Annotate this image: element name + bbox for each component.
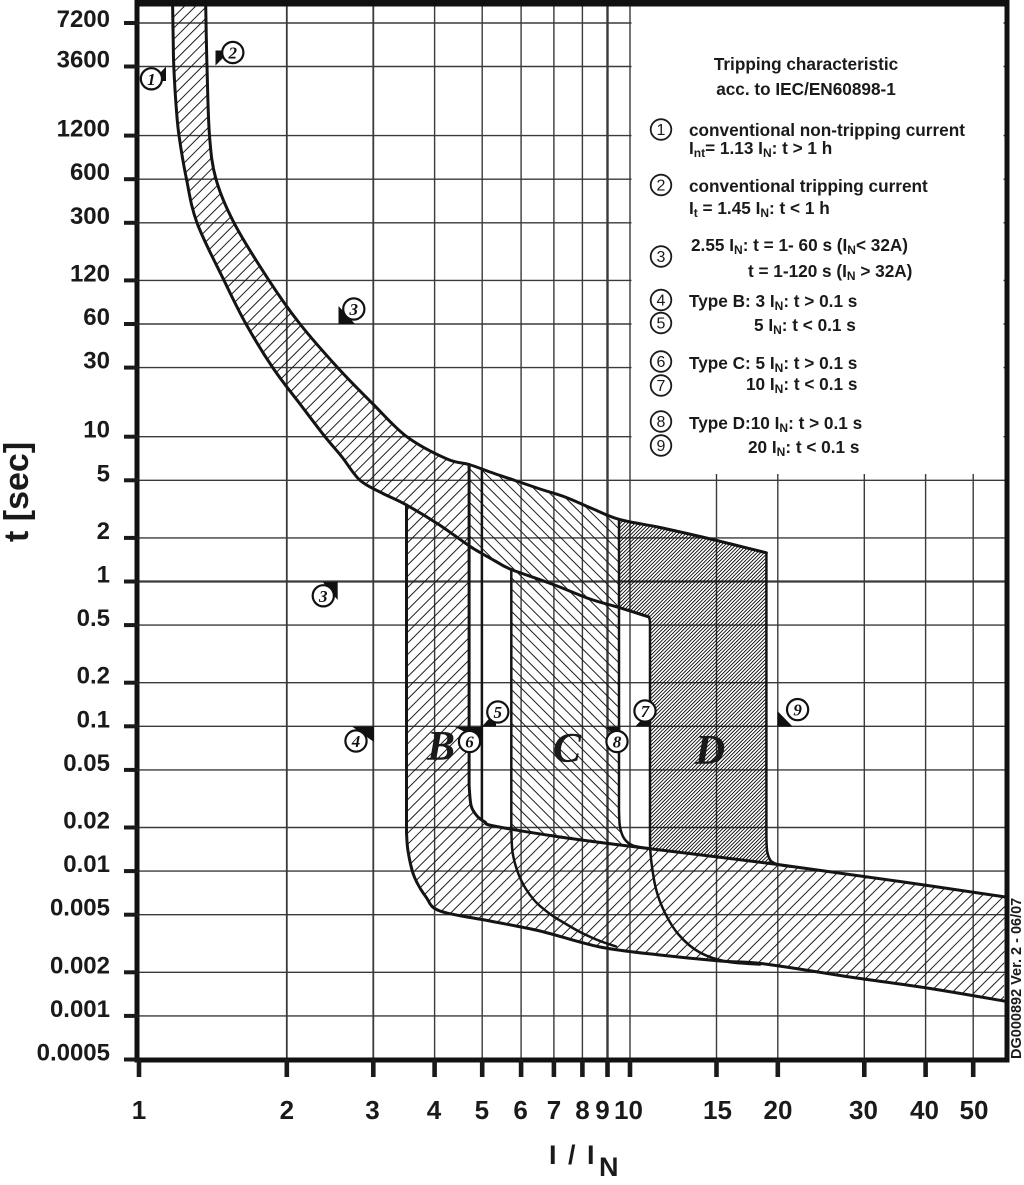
svg-text:0.0005: 0.0005 bbox=[37, 1040, 110, 1067]
svg-text:5: 5 bbox=[97, 460, 110, 487]
svg-text:0.02: 0.02 bbox=[63, 808, 110, 835]
svg-text:8: 8 bbox=[575, 1095, 589, 1125]
svg-text:7: 7 bbox=[547, 1095, 561, 1125]
svg-text:30: 30 bbox=[83, 348, 110, 375]
svg-text:6: 6 bbox=[465, 733, 474, 752]
svg-text:5: 5 bbox=[475, 1095, 489, 1125]
svg-text:6: 6 bbox=[657, 354, 666, 371]
svg-text:4: 4 bbox=[657, 293, 666, 310]
svg-text:9: 9 bbox=[793, 701, 802, 720]
svg-text:0.002: 0.002 bbox=[50, 952, 110, 979]
svg-text:1: 1 bbox=[147, 70, 156, 89]
svg-text:10: 10 bbox=[83, 417, 110, 444]
svg-text:2: 2 bbox=[657, 178, 666, 195]
svg-text:300: 300 bbox=[70, 203, 110, 230]
svg-text:1: 1 bbox=[132, 1095, 146, 1125]
svg-text:7200: 7200 bbox=[57, 6, 110, 33]
svg-text:DG000892 Ver. 2 - 06/07: DG000892 Ver. 2 - 06/07 bbox=[1009, 898, 1024, 1059]
svg-text:9: 9 bbox=[657, 438, 666, 455]
svg-text:8: 8 bbox=[613, 733, 622, 752]
svg-text:0.01: 0.01 bbox=[63, 851, 110, 878]
svg-text:600: 600 bbox=[70, 159, 110, 186]
svg-text:20: 20 bbox=[764, 1095, 793, 1125]
svg-text:5: 5 bbox=[657, 316, 666, 333]
svg-text:120: 120 bbox=[70, 260, 110, 287]
svg-text:4: 4 bbox=[351, 732, 361, 751]
svg-text:6: 6 bbox=[513, 1095, 527, 1125]
svg-text:2: 2 bbox=[228, 44, 238, 63]
svg-text:0.001: 0.001 bbox=[50, 996, 110, 1023]
svg-text:0.5: 0.5 bbox=[77, 605, 110, 632]
svg-text:0.2: 0.2 bbox=[77, 663, 110, 690]
svg-text:3: 3 bbox=[657, 249, 666, 266]
svg-text:Type C: 5 IN: t > 0.1 s: Type C: 5 IN: t > 0.1 s bbox=[689, 353, 857, 375]
svg-text:conventional non-tripping curr: conventional non-tripping current bbox=[689, 120, 965, 140]
svg-text:20 IN: t < 0.1 s: 20 IN: t < 0.1 s bbox=[748, 437, 859, 459]
svg-text:7: 7 bbox=[641, 702, 651, 721]
svg-text:0.005: 0.005 bbox=[50, 895, 110, 922]
svg-text:Int= 1.13 IN: t > 1 h: Int= 1.13 IN: t > 1 h bbox=[689, 138, 832, 160]
svg-text:10: 10 bbox=[614, 1095, 643, 1125]
svg-text:2.55 IN: t = 1- 60 s (IN< 32A): 2.55 IN: t = 1- 60 s (IN< 32A) bbox=[691, 235, 908, 257]
svg-text:7: 7 bbox=[657, 378, 666, 395]
svg-text:2: 2 bbox=[280, 1095, 294, 1125]
svg-text:1: 1 bbox=[97, 562, 110, 589]
svg-text:Type B: 3 IN: t > 0.1 s: Type B: 3 IN: t > 0.1 s bbox=[689, 291, 857, 313]
svg-text:5: 5 bbox=[494, 703, 503, 722]
svg-text:50: 50 bbox=[960, 1095, 989, 1125]
svg-text:t [sec]: t [sec] bbox=[0, 442, 36, 542]
svg-text:0.1: 0.1 bbox=[77, 706, 110, 733]
svg-text:8: 8 bbox=[657, 414, 666, 431]
svg-text:30: 30 bbox=[849, 1095, 878, 1125]
svg-text:3: 3 bbox=[365, 1095, 379, 1125]
svg-text:4: 4 bbox=[427, 1095, 442, 1125]
svg-text:2: 2 bbox=[97, 518, 110, 545]
svg-text:t = 1-120 s (IN > 32A): t = 1-120 s (IN > 32A) bbox=[748, 261, 912, 283]
svg-text:D: D bbox=[694, 728, 725, 774]
svg-text:0.05: 0.05 bbox=[63, 750, 110, 777]
svg-text:40: 40 bbox=[910, 1095, 939, 1125]
svg-text:5 IN: t < 0.1 s: 5 IN: t < 0.1 s bbox=[754, 315, 856, 337]
svg-text:10 IN: t < 0.1 s: 10 IN: t < 0.1 s bbox=[746, 374, 857, 396]
svg-text:I / I: I / I bbox=[549, 1140, 597, 1170]
svg-text:1: 1 bbox=[657, 122, 666, 139]
svg-text:C: C bbox=[553, 726, 582, 772]
svg-text:It = 1.45 IN: t < 1 h: It = 1.45 IN: t < 1 h bbox=[689, 198, 830, 220]
svg-text:60: 60 bbox=[83, 304, 110, 331]
svg-text:B: B bbox=[426, 724, 455, 770]
svg-text:Type D:10 IN: t > 0.1 s: Type D:10 IN: t > 0.1 s bbox=[689, 413, 862, 435]
svg-text:1200: 1200 bbox=[57, 116, 110, 143]
svg-text:3: 3 bbox=[318, 587, 328, 606]
svg-text:conventional tripping current: conventional tripping current bbox=[689, 176, 928, 196]
svg-text:9: 9 bbox=[595, 1095, 609, 1125]
svg-text:3: 3 bbox=[349, 300, 359, 319]
svg-text:acc. to IEC/EN60898-1: acc. to IEC/EN60898-1 bbox=[716, 79, 896, 99]
svg-text:N: N bbox=[599, 1152, 621, 1180]
svg-text:Tripping characteristic: Tripping characteristic bbox=[714, 54, 899, 74]
svg-text:3600: 3600 bbox=[57, 47, 110, 74]
svg-text:15: 15 bbox=[703, 1095, 732, 1125]
